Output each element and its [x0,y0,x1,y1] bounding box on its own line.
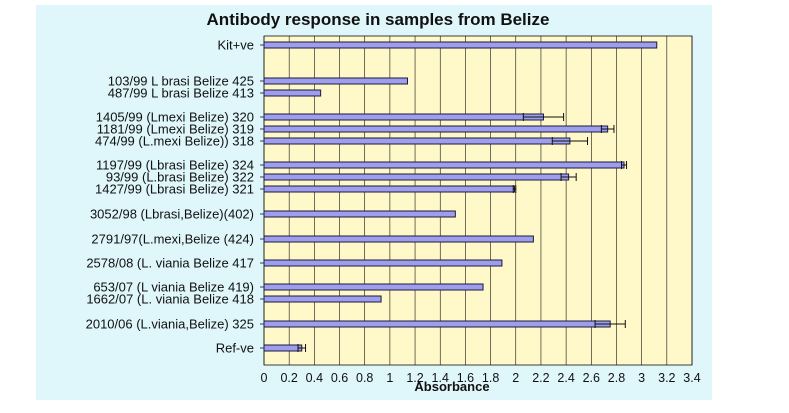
category-label: 2791/97(L.mexi,Belize (424) [91,232,254,247]
category-label: 1427/99 (Lbrasi Belize) 321 [95,182,254,197]
bar [263,89,322,97]
x-tick-label: 1.2 [406,371,423,385]
x-tick-label: 1 [386,371,393,385]
category-label: 487/99 L brasi Belize 413 [108,86,254,101]
x-tick-label: 2.2 [532,371,549,385]
x-tick-label: 2 [512,371,519,385]
chart: Antibody response in samples from Belize… [86,10,701,394]
x-tick-label: 0 [261,371,268,385]
x-axis-label: Absorbance [414,379,489,394]
category-label: 1181/99 (Lmexi Belize) 319 [97,122,254,137]
x-tick-label: 0.6 [331,371,348,385]
bar [263,344,303,352]
bar [263,235,534,243]
category-label: 1197/99 (Lbrasi Belize) 324 [96,158,254,173]
bar [263,161,625,169]
bar [263,295,382,303]
category-label: 93/99 (L.brasi Belize) 322 [106,170,254,185]
category-label: 2010/06 (L.viania,Belize) 325 [86,317,254,332]
bar [263,185,516,193]
bar [263,283,484,291]
x-tick-label: 0.2 [280,371,297,385]
chart-title: Antibody response in samples from Belize [207,10,550,29]
category-label: 474/99 (L.mexi Belize)) 318 [95,134,254,149]
x-tick-label: 0.4 [306,371,323,385]
category-label: 103/99 L brasi Belize 425 [108,74,254,89]
x-tick-label: 3 [638,371,645,385]
x-tick-labels: 0 0.2 0.4 0.6 0.8 1 1.2 1.4 1.6 1.8 2 2.2 2.4 2.6 2.8 3… [261,371,701,385]
x-tick-label: 1.4 [432,371,449,385]
chart-frame: Antibody response in samples from Belize… [36,5,712,400]
category-label: 3052/98 (Lbrasi,Belize)(402) [90,207,254,222]
y-axis-ticks [260,44,264,349]
x-tick-label: 2.8 [608,371,625,385]
bar [263,125,609,133]
x-tick-label: 1.8 [482,371,499,385]
category-label: 1405/99 (Lmexi Belize) 320 [96,110,254,125]
category-label: 653/07 (L viania Belize 419) [93,280,254,295]
bar [263,259,503,267]
gridlines [263,36,693,365]
category-label: 1662/07 (L. viania Belize 418 [86,292,254,307]
x-tick-label: 1.6 [457,371,474,385]
x-tick-label: 2.4 [557,371,574,385]
bar [263,173,570,181]
bar [263,210,456,218]
category-label: Kit+ve [218,38,255,53]
x-tick-label: 3.4 [683,371,700,385]
bar [263,137,571,145]
x-tick-label: 0.8 [356,371,373,385]
x-tick-label: 2.6 [583,371,600,385]
error-bars [297,113,628,352]
bar [263,320,611,328]
x-tick-label: 3.2 [658,371,675,385]
bar [263,77,409,85]
category-label: Ref-ve [216,341,254,356]
bar [263,113,544,121]
plot-area [263,35,693,366]
category-label: 2578/08 (L. viania Belize 417 [86,256,254,271]
bar [263,41,658,49]
